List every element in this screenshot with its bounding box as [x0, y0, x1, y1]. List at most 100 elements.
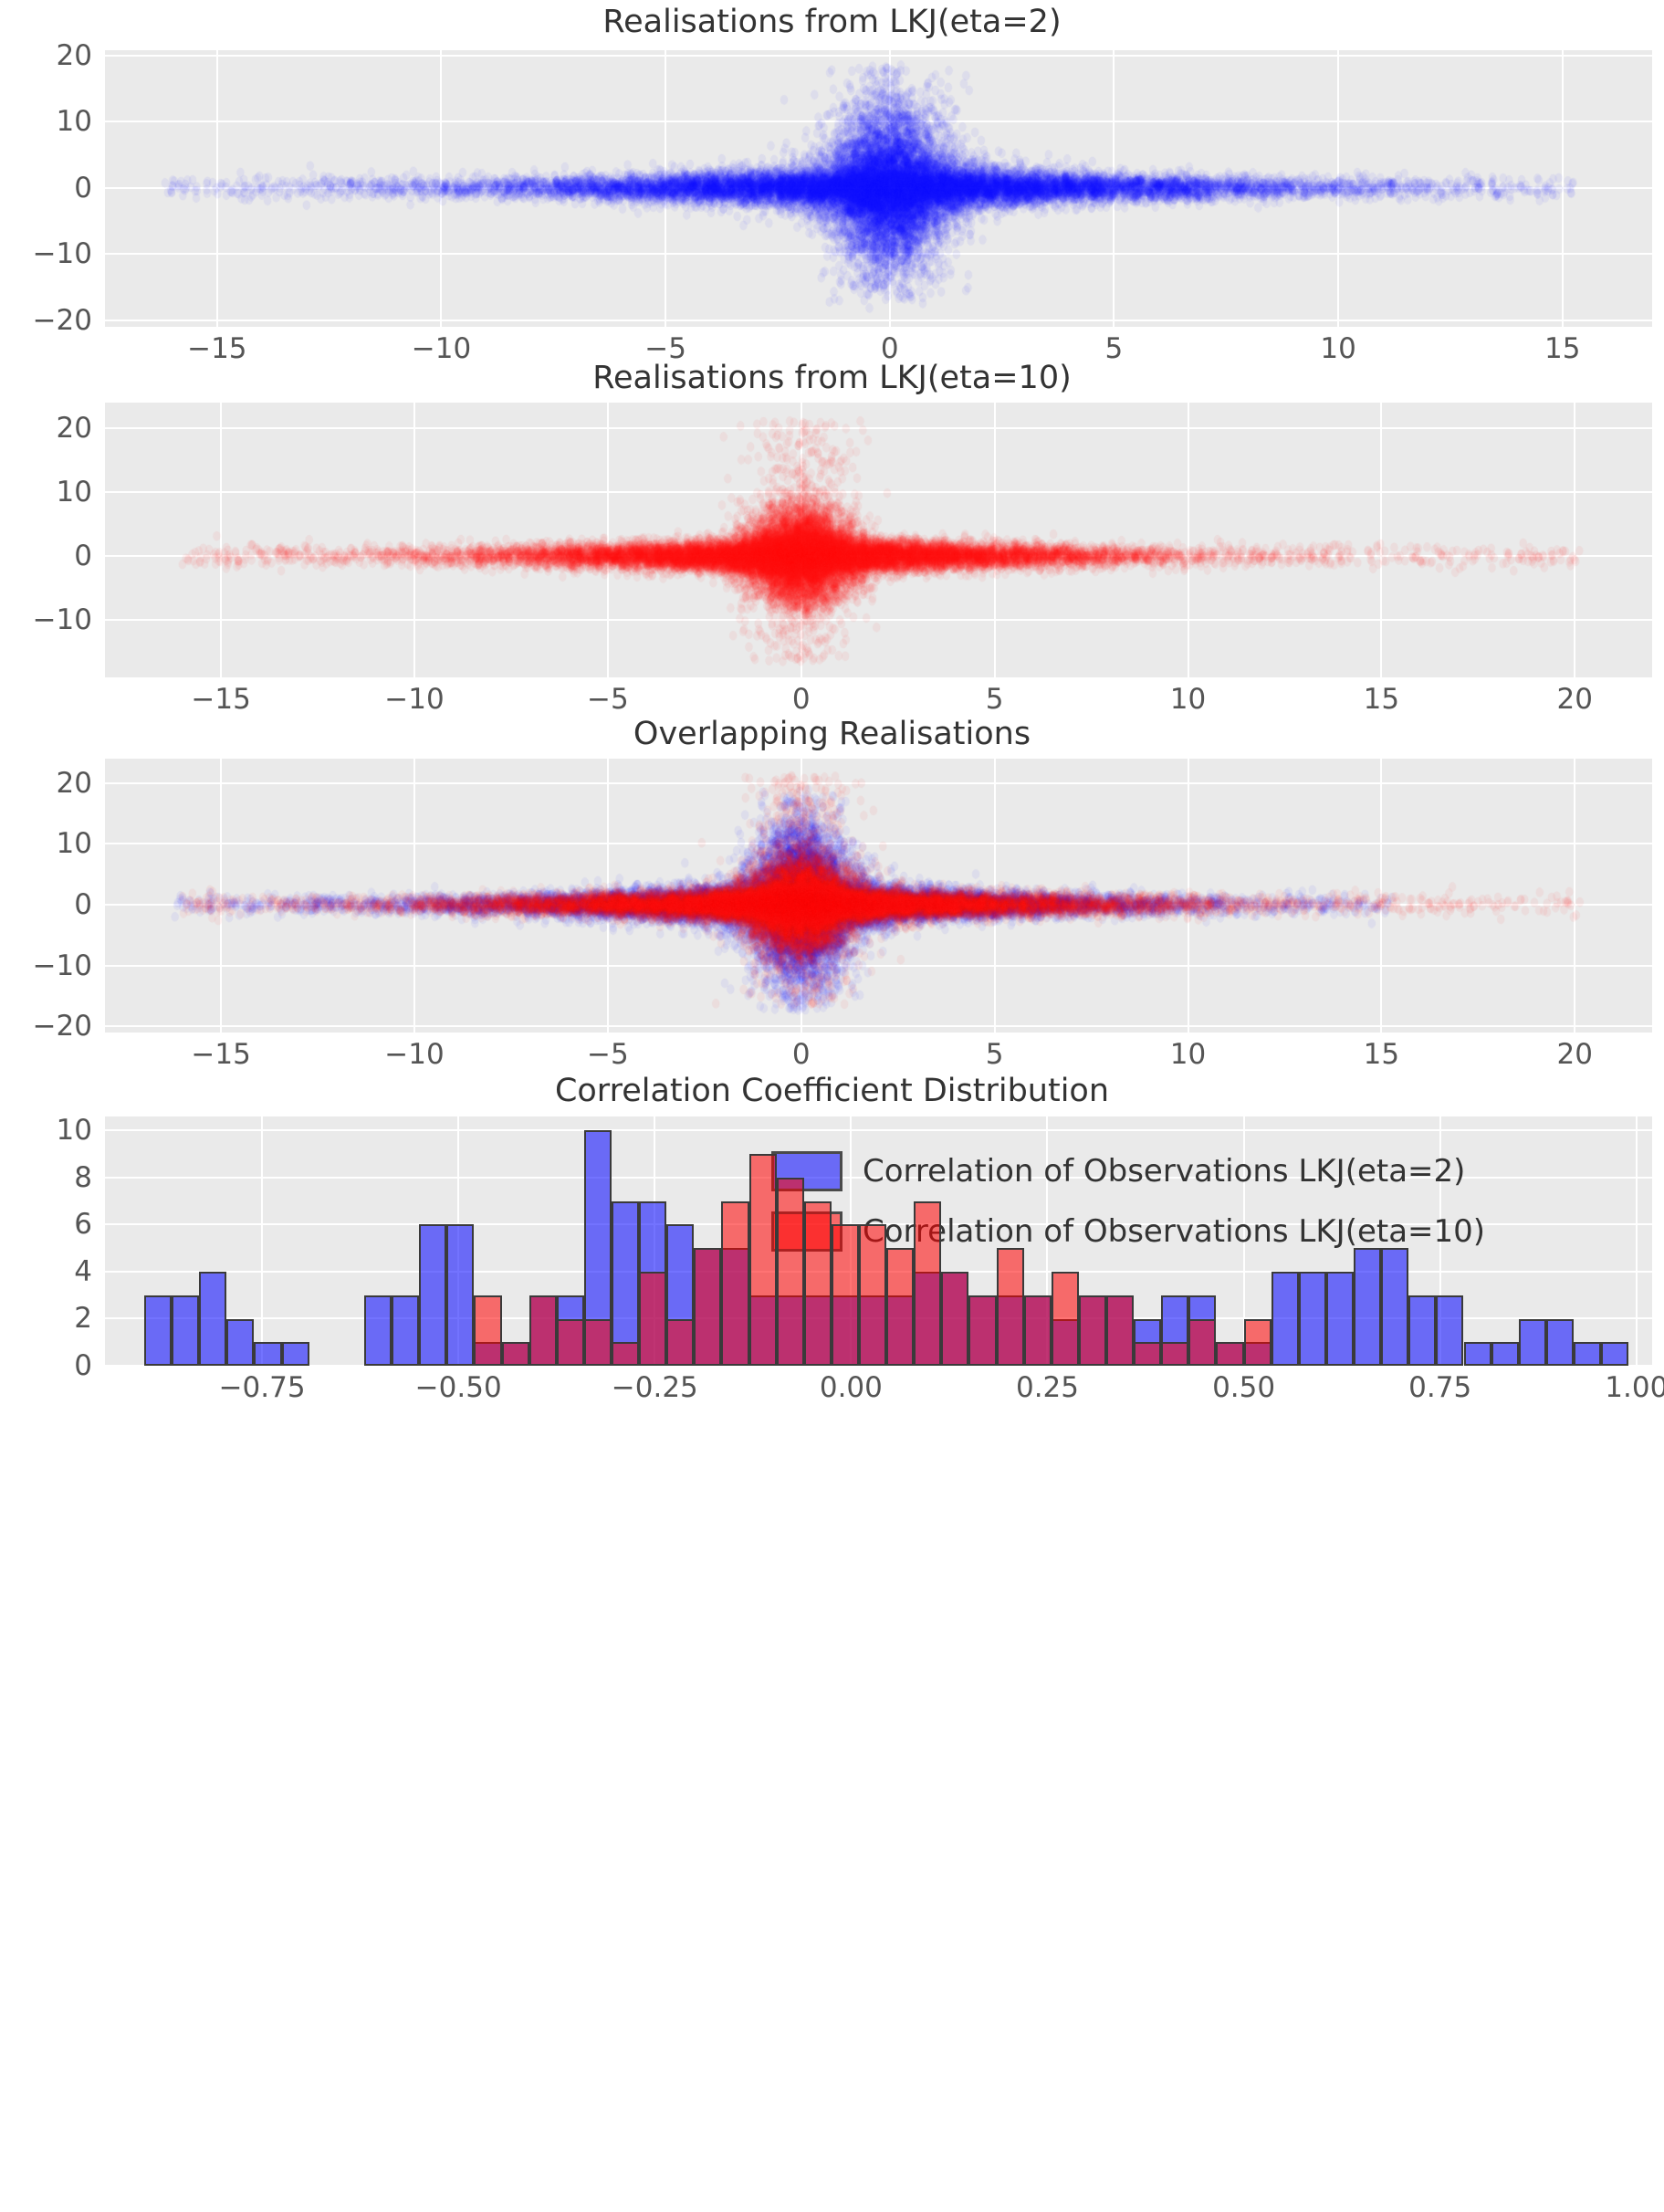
histogram-bar — [996, 1248, 1024, 1366]
x-tick-label: −15 — [191, 1038, 251, 1071]
histogram-bar — [1106, 1295, 1135, 1366]
histogram-bar — [1491, 1342, 1519, 1366]
histogram-bar — [1601, 1342, 1629, 1366]
panel-overlapping-realisations: Overlapping Realisations −15 −10 −5 0 5 10 15 2… — [0, 716, 1664, 1077]
y-tick-label: −20 — [32, 1010, 92, 1043]
gridline-vertical — [1046, 1116, 1049, 1366]
y-tick-label: −20 — [32, 303, 92, 337]
histogram-bar — [1161, 1342, 1189, 1366]
histogram-bar — [474, 1295, 502, 1366]
x-tick-label: 0.75 — [1408, 1371, 1472, 1404]
panel-realisations-lkj-eta10: Realisations from LKJ(eta=10) −15 −10 −5 0 5… — [0, 360, 1664, 716]
histogram-bar — [556, 1318, 584, 1366]
y-tick-label: 4 — [74, 1254, 92, 1288]
x-tick-label: 0.25 — [1015, 1371, 1079, 1404]
histogram-bar — [1051, 1271, 1079, 1366]
x-tick-label: 20 — [1556, 683, 1593, 716]
x-tick-label: 15 — [1363, 683, 1400, 716]
gridline-vertical — [1242, 1116, 1245, 1366]
histogram-bar — [1381, 1248, 1409, 1366]
gridline-horizontal — [105, 1176, 1652, 1179]
y-tick-label: −10 — [32, 237, 92, 271]
panel-2-plot-area — [105, 403, 1652, 677]
x-tick-label: 0 — [791, 683, 811, 716]
legend-entry[interactable]: Correlation of Observations LKJ(eta=2) — [771, 1151, 1485, 1191]
x-tick-label: 5 — [985, 1038, 1004, 1071]
histogram-bar — [611, 1200, 640, 1366]
histogram-bar — [1463, 1342, 1491, 1366]
x-tick-label: −0.25 — [611, 1371, 698, 1404]
histogram-bar — [392, 1295, 420, 1366]
x-tick-label: 15 — [1363, 1038, 1400, 1071]
x-tick-label: 10 — [1320, 332, 1356, 365]
histogram-bar — [281, 1342, 309, 1366]
gridline-vertical — [1635, 1116, 1638, 1366]
histogram-bar — [968, 1295, 997, 1366]
histogram-bar — [666, 1318, 695, 1366]
histogram-bar — [803, 1200, 832, 1366]
y-tick-label: 10 — [56, 1114, 92, 1148]
y-tick-label: −10 — [32, 949, 92, 982]
panel-2-title: Realisations from LKJ(eta=10) — [592, 360, 1072, 396]
x-tick-label: 5 — [985, 683, 1004, 716]
histogram-bar — [611, 1342, 640, 1366]
histogram-bar — [941, 1271, 969, 1366]
histogram-bar — [1188, 1318, 1217, 1366]
histogram-bar — [1216, 1342, 1244, 1366]
y-tick-label: 8 — [74, 1160, 92, 1194]
x-tick-label: 10 — [1169, 683, 1207, 716]
gridline-vertical — [261, 1116, 264, 1366]
x-tick-label: 5 — [1104, 332, 1124, 365]
gridline-horizontal — [105, 1129, 1652, 1132]
histogram-bar — [529, 1295, 557, 1366]
y-tick-label: 0 — [74, 540, 92, 572]
histogram-bar — [1243, 1318, 1272, 1366]
legend-label: Correlation of Observations LKJ(eta=2) — [863, 1153, 1466, 1190]
histogram-bar — [144, 1295, 173, 1366]
gridline-horizontal — [105, 1223, 1652, 1226]
scatter-points-layer — [105, 50, 1652, 327]
x-tick-label: 15 — [1544, 332, 1581, 365]
legend-label: Correlation of Observations LKJ(eta=10) — [863, 1213, 1486, 1250]
histogram-bar — [1436, 1295, 1464, 1366]
y-tick-label: 0 — [74, 888, 92, 921]
histogram-bar — [1023, 1295, 1052, 1366]
histogram-bar — [199, 1271, 227, 1366]
histogram-bar — [831, 1224, 859, 1366]
histogram-bar — [858, 1224, 887, 1366]
panel-4-title: Correlation Coefficient Distribution — [554, 1073, 1110, 1109]
x-tick-label: −0.75 — [218, 1371, 306, 1404]
histogram-bar — [721, 1200, 749, 1366]
x-tick-label: −5 — [587, 683, 629, 716]
scatter-points-layer — [105, 403, 1652, 677]
histogram-bar — [363, 1295, 392, 1366]
x-tick-label: −5 — [644, 332, 686, 365]
histogram-bar — [172, 1295, 200, 1366]
histogram-plot-area — [105, 1116, 1652, 1366]
x-tick-label: 0.50 — [1212, 1371, 1276, 1404]
x-tick-label: 1.00 — [1605, 1371, 1664, 1404]
histogram-bar — [1518, 1318, 1546, 1366]
y-tick-label: 0 — [74, 171, 92, 204]
histogram-bar — [1325, 1271, 1355, 1366]
histogram-bar — [254, 1342, 282, 1366]
panel-correlation-coefficient-distribution: Correlation Coefficient Distribution Cor… — [0, 1073, 1664, 2212]
histogram-bar — [419, 1224, 447, 1366]
panel-3-plot-area — [105, 759, 1652, 1033]
x-tick-label: −10 — [411, 332, 472, 365]
y-tick-label: −10 — [32, 603, 92, 636]
x-tick-label: 0 — [791, 1038, 811, 1071]
y-tick-label: 10 — [56, 105, 92, 139]
histogram-bar — [1354, 1248, 1382, 1366]
histogram-bar — [1078, 1295, 1106, 1366]
x-tick-label: −5 — [587, 1038, 629, 1071]
scatter-points-layer — [105, 759, 1652, 1033]
x-tick-label: −15 — [191, 683, 251, 716]
histogram-bar — [1298, 1271, 1326, 1366]
panel-realisations-lkj-eta2: Realisations from LKJ(eta=2) −15 −10 −5 0 5 1… — [0, 0, 1664, 539]
panel-1-plot-area — [105, 50, 1652, 327]
histogram-bar — [776, 1177, 804, 1366]
histogram-bar — [1408, 1295, 1437, 1366]
y-tick-label: 10 — [56, 827, 92, 861]
histogram-bar — [1271, 1271, 1299, 1366]
